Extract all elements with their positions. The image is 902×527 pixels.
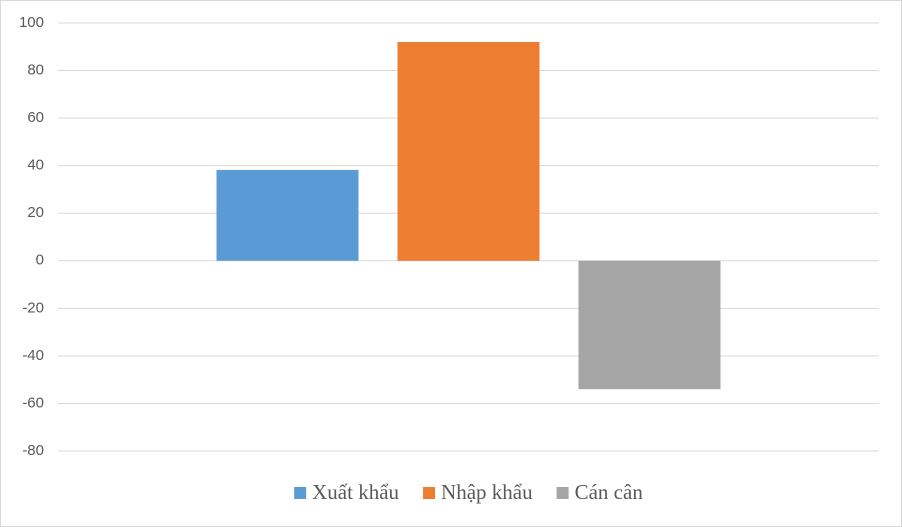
y-tick-label: 40 [27,157,44,174]
y-tick-label: -60 [22,394,44,411]
legend-label: Cán cân [575,480,644,504]
legend-label: Nhập khẩu [441,480,533,504]
legend-label: Xuất khẩu [312,480,399,504]
legend-swatch [423,487,436,499]
y-tick-label: 0 [36,252,44,269]
bar [578,260,721,390]
y-tick-label: -20 [22,299,44,316]
bar [397,42,540,261]
y-tick-label: -40 [22,347,44,364]
y-tick-label: 80 [27,62,44,79]
bar [216,169,359,261]
y-tick-label: -80 [22,442,44,459]
y-tick-label: 20 [27,204,44,221]
legend-swatch [556,487,569,499]
legend-swatch [294,487,307,499]
y-tick-label: 60 [27,109,44,126]
y-tick-label: 100 [19,14,44,31]
